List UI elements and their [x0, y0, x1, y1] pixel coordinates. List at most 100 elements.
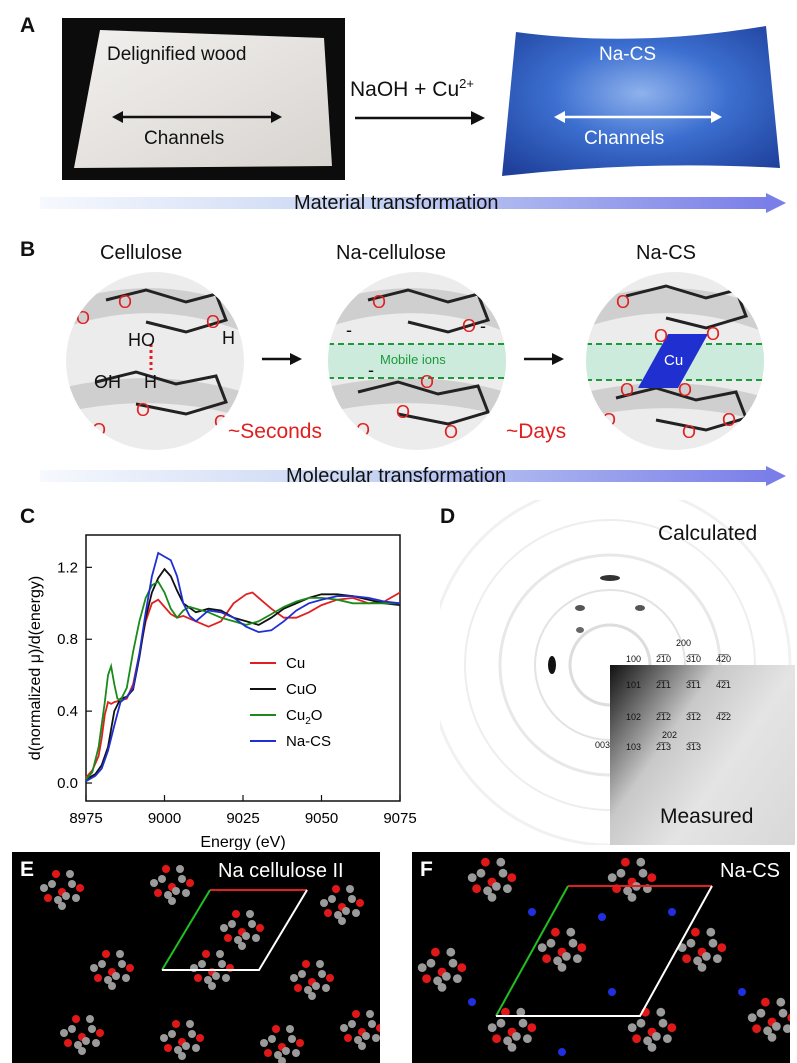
legend-label: Na-CS — [286, 733, 331, 750]
cu-atom — [738, 988, 746, 996]
molecule-cluster — [537, 927, 587, 972]
material-transformation-label: Material transformation — [294, 192, 499, 214]
na-cs-lattice — [417, 857, 790, 1056]
molecule-cluster — [340, 1010, 380, 1050]
na-cellulose-atom-o: O — [444, 422, 459, 442]
x-tick-label: 9025 — [226, 810, 259, 827]
na-cellulose-rings — [328, 288, 506, 426]
cu-atom — [528, 908, 536, 916]
molecule-cluster — [607, 857, 657, 902]
x-tick-label: 8975 — [69, 810, 102, 827]
na-cellulose-atom-o: O — [420, 372, 435, 392]
plot-frame — [85, 534, 401, 802]
step-arrow-1 — [262, 353, 302, 365]
wood-sheet-graphic — [74, 30, 332, 168]
left-channels-arrow — [112, 111, 282, 123]
reaction-arrow — [355, 111, 485, 125]
series-line-3 — [85, 551, 401, 782]
legend-label: Cu — [286, 655, 305, 672]
y-tick-label: 0.4 — [57, 703, 78, 720]
cellulose-atom-o: O — [206, 312, 221, 332]
x-tick-label: 9050 — [305, 810, 338, 827]
unit-cell-b-axis — [495, 885, 569, 1017]
panel-label-a: A — [20, 14, 36, 37]
cu-atom — [558, 1048, 566, 1056]
legend-label: Cu2O — [286, 707, 322, 727]
miller-index: 100 — [626, 654, 642, 664]
na-cs-atom-o: O — [616, 292, 631, 312]
cu-atom — [668, 908, 676, 916]
na-cs-crystal-structure: F Na-CS — [412, 852, 790, 1063]
molecular-bar-arrowhead — [766, 466, 786, 486]
cu-atom — [598, 913, 606, 921]
miller-index: 102 — [626, 712, 642, 722]
seconds-label: ~Seconds — [228, 420, 322, 443]
y-tick-label: 0.0 — [57, 775, 78, 792]
na-cellulose-atom-o: O — [356, 420, 371, 440]
na-cs-atom-o: O — [654, 326, 669, 346]
series-line-0 — [85, 591, 401, 779]
miller-index: 4̅2̅1 — [716, 680, 732, 690]
molecular-transformation-label: Molecular transformation — [286, 465, 507, 487]
cellulose-ho: HO — [128, 330, 155, 350]
molecule-cluster — [190, 950, 234, 990]
na-cs-atom-o: O — [682, 422, 697, 442]
left-channels-label: Channels — [144, 128, 225, 149]
miller-index: 200 — [676, 638, 692, 648]
cellulose-atom-o: O — [118, 292, 133, 312]
na-cellulose-ii-structure: E Na cellulose II — [12, 852, 380, 1063]
na-cellulose-ii-title: Na cellulose II — [218, 860, 344, 882]
cellulose-rings — [66, 288, 244, 417]
measured-inset — [610, 665, 795, 845]
y-axis-label: d(normalized μ)/d(energy) — [27, 576, 44, 760]
cellulose-atom-o: O — [92, 420, 107, 440]
na-cs-structure-label: Na-CS — [720, 860, 781, 882]
material-transformation-bar — [40, 197, 770, 209]
molecule-cluster — [320, 885, 364, 925]
na-cs-atom-o: O — [722, 410, 737, 430]
miller-index: 3̅1̅2 — [686, 712, 702, 722]
na-cs-atom-o: O — [602, 410, 617, 430]
na-cellulose-atom-o: O — [396, 402, 411, 422]
molecular-transformation-bar — [40, 470, 770, 482]
na-cs-photo-title: Na-CS — [599, 44, 657, 65]
cu-label: Cu — [664, 352, 684, 369]
right-channels-label: Channels — [584, 128, 665, 149]
na-cs-structure-title: Na-CS — [636, 242, 697, 264]
days-label: ~Days — [506, 420, 567, 443]
panel-label-d: D — [440, 505, 456, 528]
x-axis-label: Energy (eV) — [200, 834, 285, 850]
molecule-cluster — [677, 927, 727, 972]
miller-index: 3̅1̅1 — [686, 680, 702, 690]
material-bar-arrowhead — [766, 193, 786, 213]
reaction-conditions: NaOH + Cu2+ — [350, 76, 474, 101]
na-cellulose-atom-o: O — [462, 316, 477, 336]
miller-index: 4̅2̅0 — [716, 654, 732, 664]
panel-label-f: F — [420, 858, 433, 881]
x-tick-label: 9075 — [383, 810, 416, 827]
na-cellulose-minus: - — [480, 316, 486, 336]
na-cs-rings — [586, 284, 764, 432]
molecule-cluster — [467, 857, 517, 902]
molecule-cluster — [747, 997, 790, 1042]
cellulose-oh: OH — [94, 372, 121, 392]
na-cellulose-minus: - — [368, 360, 374, 380]
molecule-cluster — [290, 960, 334, 1000]
x-tick-label: 9000 — [148, 810, 181, 827]
na-cs-gel-graphic — [502, 26, 780, 176]
panel-label-c: C — [20, 505, 36, 528]
miller-index: 003 — [595, 740, 611, 750]
cu-atom — [608, 988, 616, 996]
delignified-wood-photo: Delignified wood Channels — [62, 18, 345, 180]
cellulose-atom-o: O — [136, 400, 151, 420]
right-channels-arrow — [554, 111, 722, 123]
miller-index: 2̅1̅2 — [656, 712, 672, 722]
unit-cell-b-axis — [161, 889, 211, 971]
na-cellulose-ii-lattice — [40, 865, 380, 1063]
miller-index: 103 — [626, 742, 642, 752]
molecule-cluster — [260, 1025, 304, 1063]
unit-cell-outline — [162, 889, 308, 971]
molecule-cluster — [627, 1007, 677, 1052]
y-tick-label: 0.8 — [57, 631, 78, 648]
cellulose-atom-h: H — [144, 372, 157, 392]
